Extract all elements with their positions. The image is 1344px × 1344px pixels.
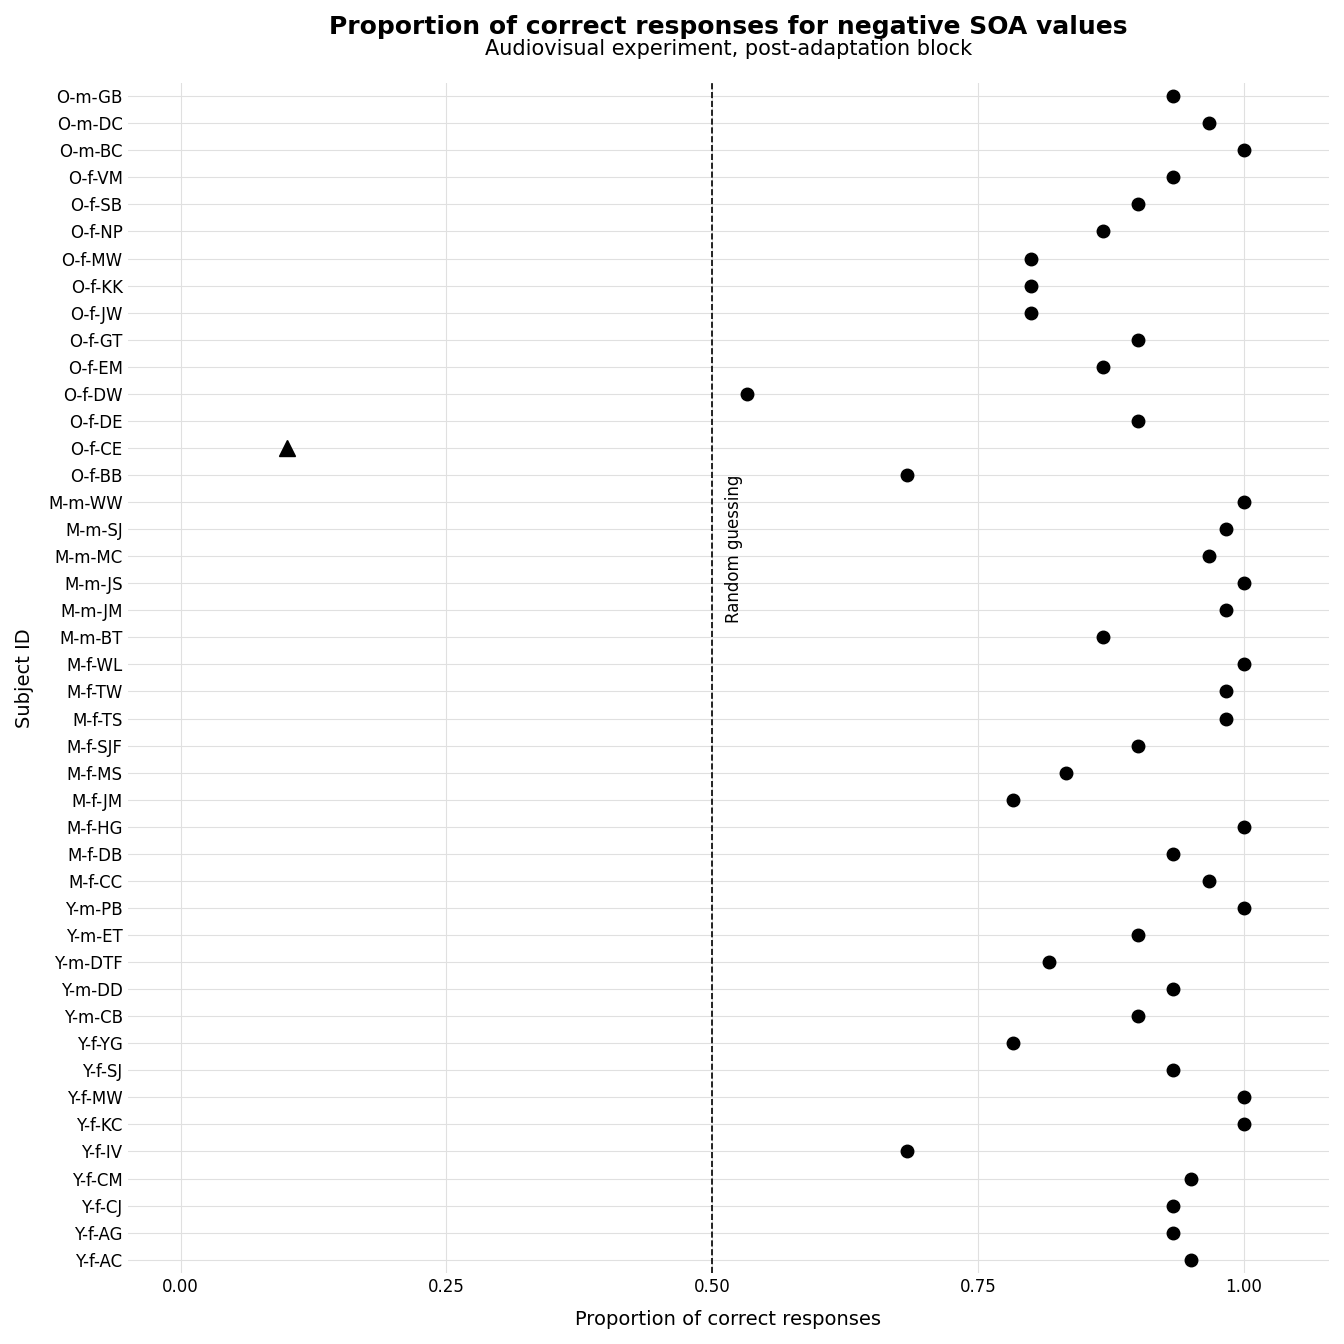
Y-axis label: Subject ID: Subject ID [15, 628, 34, 727]
Text: Audiovisual experiment, post-adaptation block: Audiovisual experiment, post-adaptation … [485, 39, 972, 59]
Text: Random guessing: Random guessing [724, 474, 743, 622]
X-axis label: Proportion of correct responses: Proportion of correct responses [575, 1310, 882, 1329]
Title: Proportion of correct responses for negative SOA values: Proportion of correct responses for nega… [329, 15, 1128, 39]
